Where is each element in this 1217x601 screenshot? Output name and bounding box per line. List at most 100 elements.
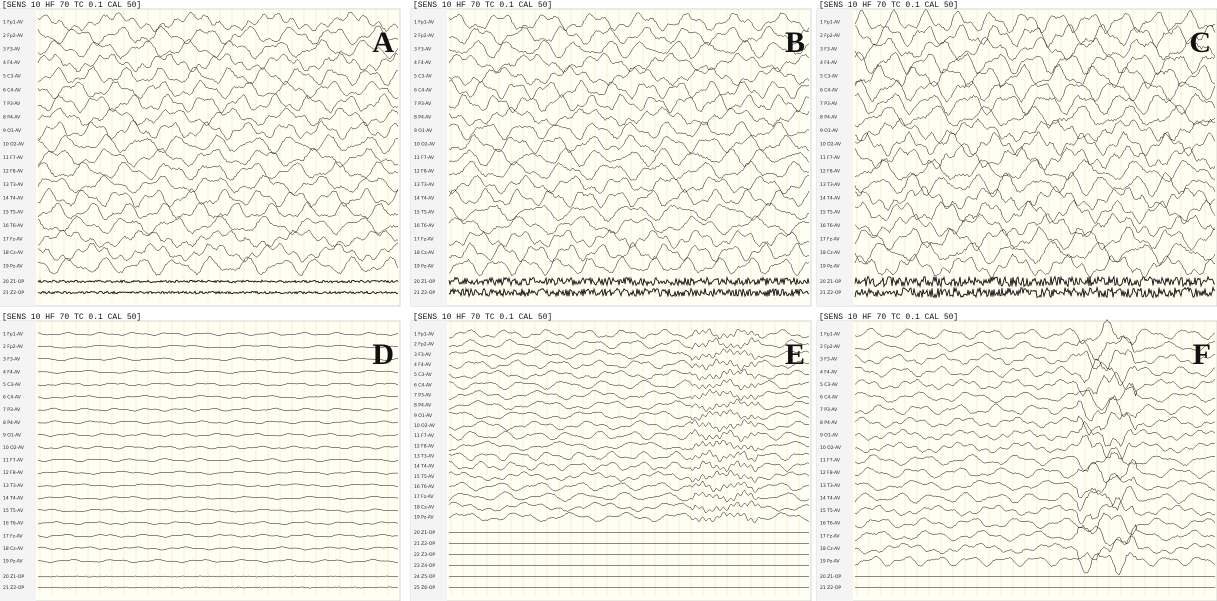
channel-label: 13 T3-AV <box>414 182 435 188</box>
channel-label: 13 T3-AV <box>3 483 24 489</box>
channel-label: 15 T5-AV <box>3 209 24 215</box>
channel-label: 1 Fp1-AV <box>414 20 435 26</box>
eeg-figure: [SENS 10 HF 70 TC 0.1 CAL 50] A 1 Fp1-AV 2 … <box>0 0 1217 601</box>
channel-label: 1 Fp1-AV <box>3 20 24 26</box>
channel-label: 18 Cz-AV <box>414 250 435 256</box>
eeg-panel: [SENS 10 HF 70 TC 0.1 CAL 50]B1 Fp1-AV2 … <box>411 1 811 306</box>
channel-label: 4 F4-AV <box>820 60 838 66</box>
channel-label: 8 P4-AV <box>414 403 432 409</box>
channel-label: 16 T6-AV <box>820 223 841 229</box>
channel-label: 12 F8-AV <box>414 169 435 175</box>
channel-label: 7 P3-AV <box>820 407 838 413</box>
channel-label: 4 F4-AV <box>414 362 432 368</box>
panel-letter: F <box>1193 338 1211 371</box>
channel-label: 9 O1-AV <box>820 128 839 134</box>
channel-label: 3 F3-AV <box>414 47 432 53</box>
channel-label: 2 Fp2-AV <box>414 33 435 39</box>
eeg-panel: [SENS 10 HF 70 TC 0.1 CAL 50] F 1 Fp1-AV 2 … <box>817 313 1217 601</box>
channel-label: 13 T3-AV <box>3 182 24 188</box>
channel-label: 7 P3-AV <box>3 407 21 413</box>
panel-letter: D <box>372 338 394 371</box>
channel-label: 3 F3-AV <box>3 47 21 53</box>
channel-label: 16 T6-AV <box>414 484 435 490</box>
channel-label: 18 Cz-AV <box>3 546 24 552</box>
channel-label: 8 P4-AV <box>3 114 21 120</box>
channel-label: 5 C3-AV <box>820 382 839 388</box>
channel-label: 20 Z1-OP <box>414 279 435 285</box>
channel-label: 3 F3-AV <box>820 47 838 53</box>
channel-label: 11 F7-AV <box>414 433 435 439</box>
channel-label: 17 Fz-AV <box>3 236 23 242</box>
panel-header: [SENS 10 HF 70 TC 0.1 CAL 50] <box>2 313 141 322</box>
channel-label: 19 Pz-AV <box>3 559 24 565</box>
channel-label: 9 O1-AV <box>3 432 22 438</box>
channel-label: 11 F7-AV <box>414 155 435 161</box>
panel-header: [SENS 10 HF 70 TC 0.1 CAL 50] <box>819 1 958 10</box>
channel-label: 8 P4-AV <box>820 114 838 120</box>
channel-label: 6 C4-AV <box>3 395 22 401</box>
panel-letter: E <box>785 338 805 371</box>
channel-label: 2 Fp2-AV <box>414 342 435 348</box>
channel-label: 10 O2-AV <box>414 423 436 429</box>
channel-label: 9 O1-AV <box>414 128 433 134</box>
channel-label: 22 Z3-OP <box>414 552 435 558</box>
channel-label: 5 C3-AV <box>3 382 22 388</box>
channel-label: 4 F4-AV <box>820 369 838 375</box>
channel-label: 17 Fz-AV <box>414 494 434 500</box>
channel-label: 11 F7-AV <box>820 458 841 464</box>
channel-label: 15 T5-AV <box>820 508 841 514</box>
channel-label: 20 Z1-OP <box>820 279 841 285</box>
channel-label: 13 T3-AV <box>820 483 841 489</box>
panel-header: [SENS 10 HF 70 TC 0.1 CAL 50] <box>2 1 141 10</box>
channel-label: 8 P4-AV <box>820 420 838 426</box>
channel-label: 2 Fp2-AV <box>820 344 841 350</box>
channel-label: 17 Fz-AV <box>414 236 434 242</box>
eeg-panel: [SENS 10 HF 70 TC 0.1 CAL 50]C1 Fp1-AV2 … <box>817 1 1217 306</box>
panel-header: [SENS 10 HF 70 TC 0.1 CAL 50] <box>413 1 552 10</box>
channel-label: 14 T4-AV <box>3 495 24 501</box>
channel-label: 6 C4-AV <box>414 87 433 93</box>
channel-label: 1 Fp1-AV <box>414 332 435 338</box>
channel-label: 19 Pz-AV <box>820 559 841 565</box>
channel-label: 10 O2-AV <box>820 445 842 451</box>
channel-label: 21 Z2-OP <box>820 585 841 591</box>
channel-label: 15 T5-AV <box>414 474 435 480</box>
channel-label: 16 T6-AV <box>414 223 435 229</box>
channel-label: 2 Fp2-AV <box>3 33 24 39</box>
channel-label: 16 T6-AV <box>820 521 841 527</box>
channel-label: 3 F3-AV <box>820 357 838 363</box>
panel-letter: A <box>372 26 394 59</box>
channel-label: 18 Cz-AV <box>3 250 24 256</box>
channel-label: 17 Fz-AV <box>3 533 23 539</box>
channel-label: 1 Fp1-AV <box>820 332 841 338</box>
panel-header: [SENS 10 HF 70 TC 0.1 CAL 50] <box>819 313 958 322</box>
channel-label: 4 F4-AV <box>3 369 21 375</box>
channel-label: 10 O2-AV <box>414 142 436 148</box>
channel-label: 5 C3-AV <box>820 74 839 80</box>
channel-label: 17 Fz-AV <box>820 533 840 539</box>
channel-label: 14 T4-AV <box>820 495 841 501</box>
channel-label: 6 C4-AV <box>3 87 22 93</box>
panel-header: [SENS 10 HF 70 TC 0.1 CAL 50] <box>413 313 552 322</box>
eeg-panel: [SENS 10 HF 70 TC 0.1 CAL 50] A 1 Fp1-AV 2 … <box>0 1 400 306</box>
channel-label: 14 T4-AV <box>820 196 841 202</box>
channel-label: 19 Pz-AV <box>414 264 435 270</box>
eeg-panel: [SENS 10 HF 70 TC 0.1 CAL 50]D1 Fp1-AV2 … <box>0 313 400 601</box>
channel-label: 13 T3-AV <box>820 182 841 188</box>
channel-label: 12 F8-AV <box>820 470 841 476</box>
channel-label: 21 Z2-OP <box>3 290 24 296</box>
eeg-panel: [SENS 10 HF 70 TC 0.1 CAL 50] E 1 Fp1-AV 2 … <box>411 313 811 601</box>
channel-label: 13 T3-AV <box>414 454 435 460</box>
channel-label: 25 Z6-OP <box>414 585 435 591</box>
channel-label: 5 C3-AV <box>414 372 433 378</box>
channel-label: 5 C3-AV <box>414 74 433 80</box>
channel-label: 6 C4-AV <box>414 382 433 388</box>
channel-label: 14 T4-AV <box>414 196 435 202</box>
channel-label: 4 F4-AV <box>414 60 432 66</box>
channel-label: 10 O2-AV <box>820 142 842 148</box>
channel-label: 24 Z5-OP <box>414 574 435 580</box>
channel-label: 9 O1-AV <box>820 432 839 438</box>
channel-label: 18 Cz-AV <box>820 546 841 552</box>
channel-label: 20 Z1-OP <box>3 574 24 580</box>
channel-label: 9 O1-AV <box>414 413 433 419</box>
